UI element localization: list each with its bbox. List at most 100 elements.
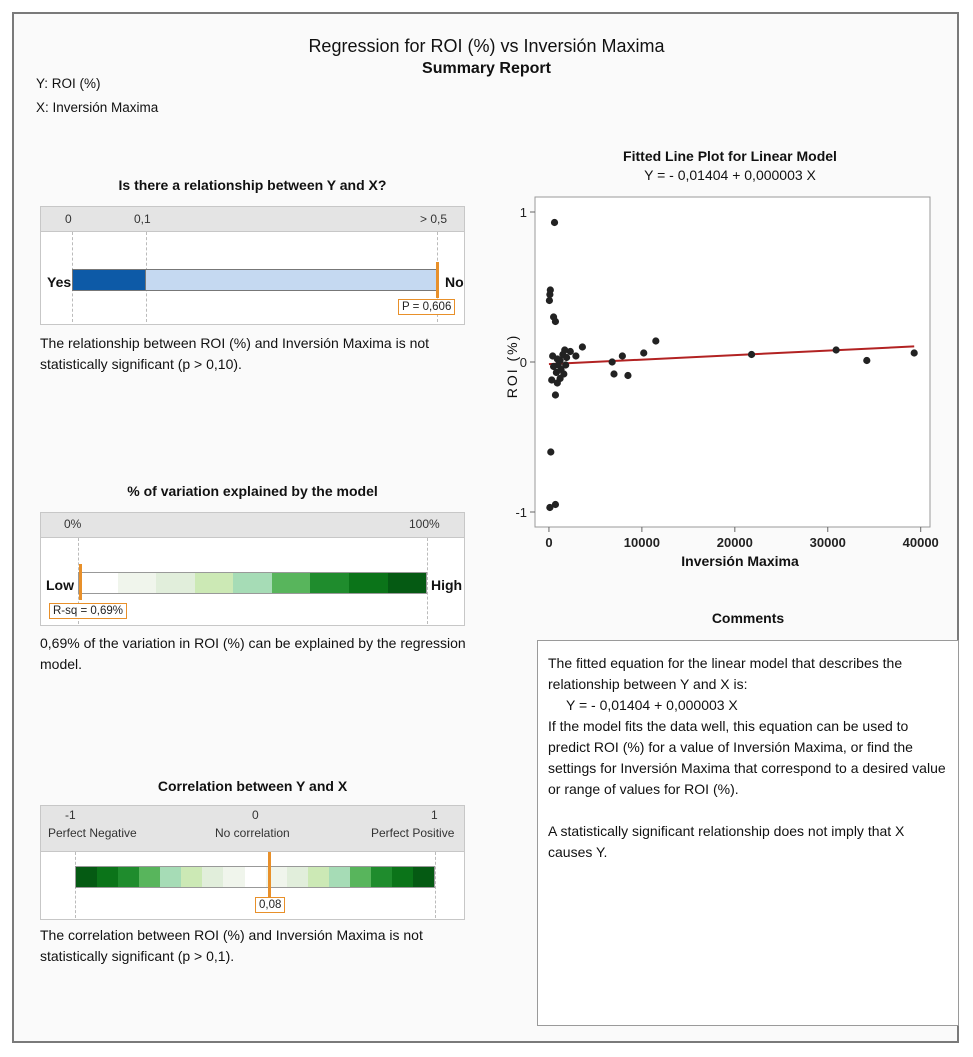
correlation-gradient-segment [286, 867, 308, 887]
correlation-gradient-segment [307, 867, 329, 887]
correlation-gridline-pos [435, 852, 436, 918]
plot-x-axis-label: Inversión Maxima [681, 553, 799, 569]
comments-line3: A statistically significant relationship… [548, 823, 905, 860]
variation-description: 0,69% of the variation in ROI (%) can be… [40, 635, 466, 672]
relationship-no-label: No [445, 274, 464, 290]
data-point [610, 370, 618, 378]
variation-title: % of variation explained by the model [127, 483, 378, 499]
variation-tick-0: 0% [64, 517, 82, 531]
y-tick-label: 1 [520, 205, 527, 220]
data-point [546, 290, 554, 299]
correlation-gradient-segment [349, 867, 371, 887]
data-point [551, 391, 560, 399]
variation-scale-header [40, 512, 465, 538]
relationship-tick-1: 0,1 [134, 212, 151, 226]
correlation-description: The correlation between ROI (%) and Inve… [40, 927, 423, 964]
correlation-gradient-segment [328, 867, 350, 887]
correlation-title: Correlation between Y and X [157, 778, 348, 794]
data-point [546, 503, 554, 512]
variation-high-label: High [431, 577, 463, 593]
data-point [545, 296, 554, 305]
correlation-gradient-segment [118, 867, 140, 887]
correlation-gradient-segment [139, 867, 161, 887]
relationship-significant-bar [72, 269, 146, 291]
variation-gradient-segment [79, 573, 118, 593]
x-tick-label: 0 [545, 535, 552, 550]
variation-gradient-segment [310, 573, 349, 593]
relationship-description: The relationship between ROI (%) and Inv… [40, 335, 430, 372]
x-tick-label: 10000 [624, 535, 660, 550]
comments-equation: Y = - 0,01404 + 0,000003 X [566, 697, 738, 713]
correlation-gradient-segment [223, 867, 245, 887]
plot-equation: Y = - 0,01404 + 0,000003 X [644, 167, 816, 183]
data-point [548, 376, 556, 384]
x-tick-label: 20000 [717, 535, 753, 550]
data-point [863, 356, 871, 365]
plot-points [545, 218, 918, 512]
x-tick-label: 40000 [903, 535, 939, 550]
correlation-tick-2: 1 [431, 808, 438, 822]
variation-gradient-segment [348, 573, 388, 593]
correlation-gradient-segment [391, 867, 413, 887]
rsq-marker [79, 564, 83, 600]
plot-axes: 0 10000 20000 30000 40000 -1 0 1 [515, 205, 938, 550]
data-point [578, 343, 586, 351]
variation-gradient-segment [233, 573, 272, 593]
y-tick-label: -1 [515, 505, 527, 520]
variation-gradient-segment [117, 573, 157, 593]
data-point [556, 374, 564, 383]
correlation-gradient-segment [370, 867, 392, 887]
comments-box: The fitted equation for the linear model… [537, 640, 959, 1026]
data-point [832, 346, 840, 354]
y-tick-label: 0 [520, 355, 527, 370]
relationship-not-significant-bar [146, 269, 438, 291]
data-point [562, 361, 570, 369]
variation-gradient-segment [156, 573, 195, 593]
correlation-marker [268, 852, 272, 897]
report-subtitle: Summary Report [422, 60, 551, 77]
variation-low-label: Low [46, 577, 74, 593]
data-point [561, 346, 569, 354]
data-point [747, 350, 756, 359]
correlation-gradient-segment [244, 867, 266, 887]
correlation-perfect-negative: Perfect Negative [48, 826, 137, 840]
correlation-tick-1: 0 [252, 808, 259, 822]
data-point [563, 353, 571, 362]
comments-line2: If the model fits the data well, this eq… [548, 718, 946, 797]
correlation-gradient-segment [181, 867, 203, 887]
plot-y-axis-label: ROI (%) [504, 333, 520, 399]
correlation-perfect-positive: Perfect Positive [371, 826, 455, 840]
variation-gradient-segment [194, 573, 234, 593]
correlation-gradient-segment [413, 867, 435, 887]
y-variable-label: Y: ROI (%) [36, 76, 101, 91]
data-point [618, 352, 626, 360]
data-point [551, 500, 560, 509]
variation-gradient-segment [387, 573, 427, 593]
x-variable-label: X: Inversión Maxima [36, 100, 159, 115]
report-title: Regression for ROI (%) vs Inversión Maxi… [308, 36, 665, 56]
correlation-tick-0: -1 [65, 808, 76, 822]
correlation-gradient-segment [76, 867, 98, 887]
correlation-gradient-segment [97, 867, 119, 887]
data-point [572, 352, 580, 360]
correlation-gradient-segment [202, 867, 224, 887]
x-tick-label: 30000 [810, 535, 846, 550]
correlation-gradient-bar [75, 866, 435, 888]
relationship-tick-2: > 0,5 [420, 212, 448, 226]
correlation-no-correlation: No correlation [215, 826, 290, 840]
variation-gradient-segment [271, 573, 311, 593]
relationship-scale-header [40, 206, 465, 232]
variation-gradient-bar [78, 572, 427, 594]
data-point [652, 337, 660, 345]
data-point [910, 349, 918, 357]
variation-gridline-1 [427, 538, 428, 624]
fitted-line-plot: 0 10000 20000 30000 40000 -1 0 1 [515, 196, 939, 550]
data-point [624, 371, 632, 380]
p-value-label: P = 0,606 [398, 299, 456, 315]
data-point [640, 349, 648, 357]
correlation-value-label: 0,08 [255, 897, 286, 913]
relationship-tick-0: 0 [65, 212, 72, 226]
variation-tick-1: 100% [409, 517, 440, 531]
comments-line1: The fitted equation for the linear model… [548, 655, 903, 692]
p-value-marker [436, 262, 439, 298]
